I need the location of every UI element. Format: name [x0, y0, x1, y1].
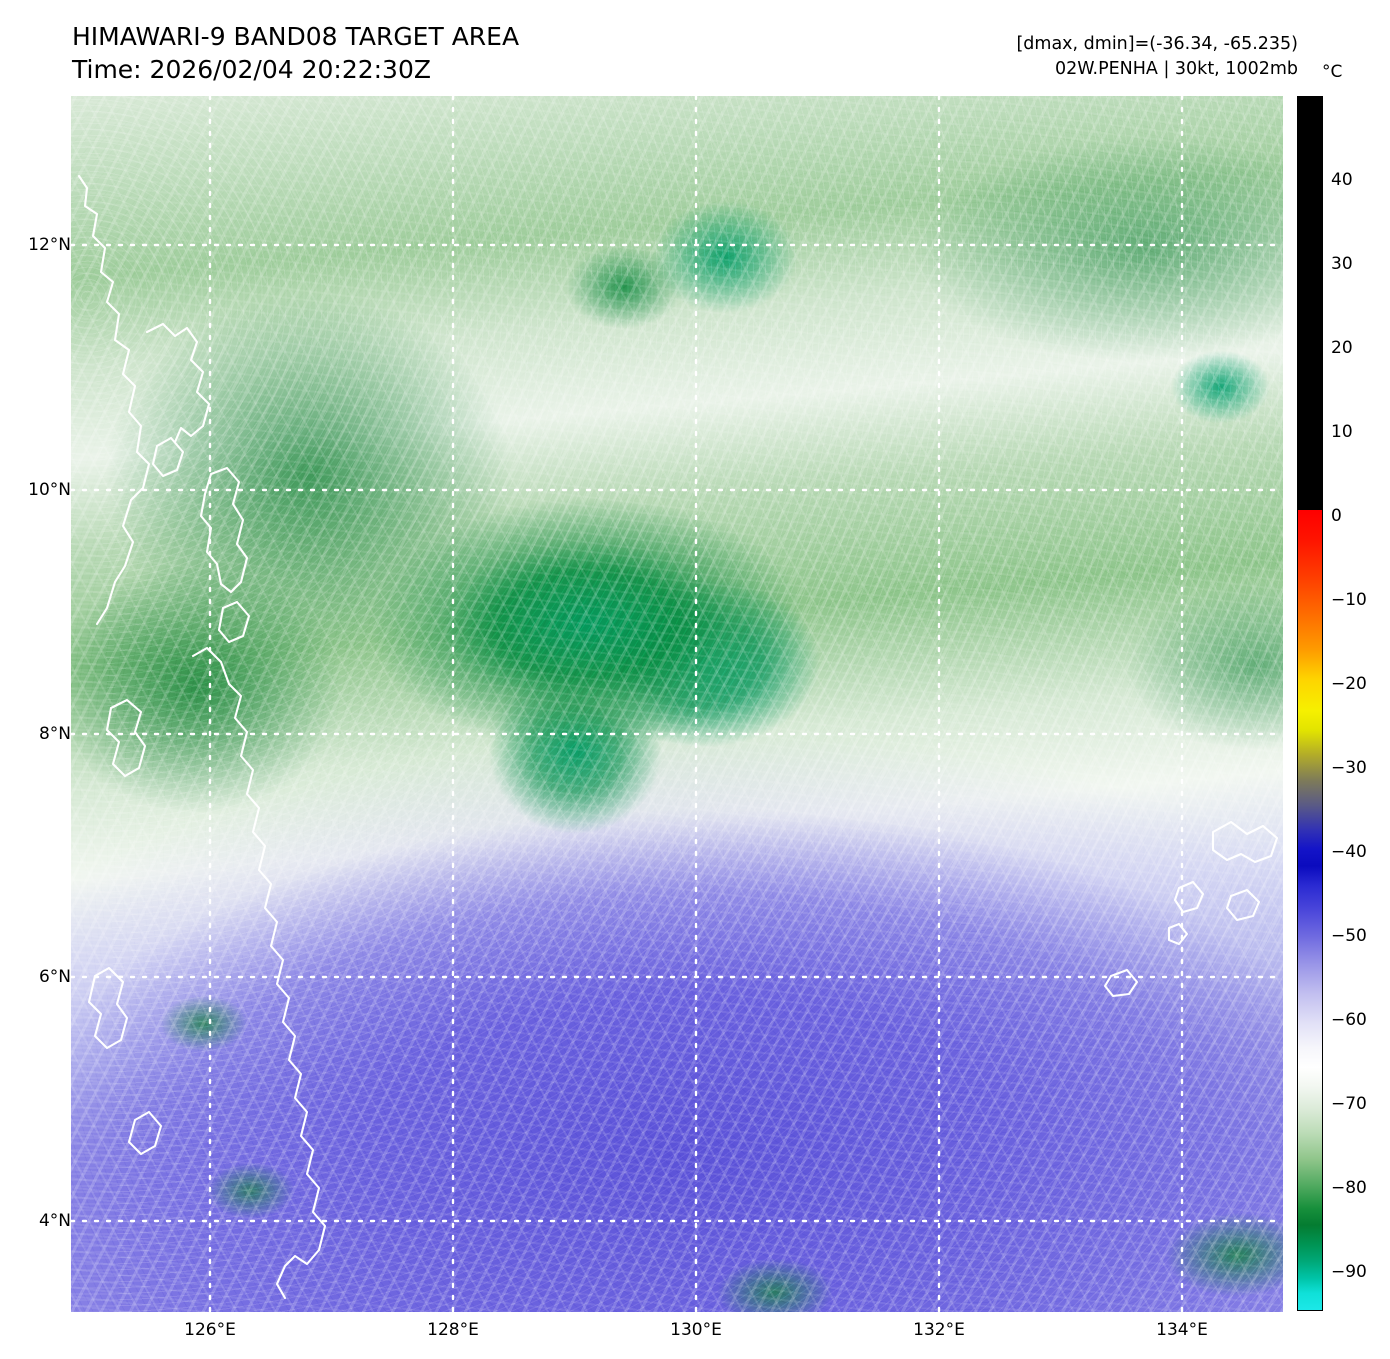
y-tick-6N: 6°N: [38, 967, 71, 987]
colorbar-gradient: [1297, 96, 1323, 1311]
x-tick-126E: 126°E: [184, 1320, 236, 1340]
page-title: HIMAWARI-9 BAND08 TARGET AREA Time: 2026/…: [72, 20, 519, 86]
colorbar-tick-0: 0: [1331, 506, 1342, 526]
colorbar-tick-m70: −70: [1331, 1094, 1367, 1114]
colorbar-tick-m50: −50: [1331, 926, 1367, 946]
y-tick-8N: 8°N: [38, 724, 71, 744]
colorbar-tick-m30: −30: [1331, 758, 1367, 778]
graticule-lines: [71, 96, 1283, 1312]
x-tick-134E: 134°E: [1156, 1320, 1208, 1340]
storm-info-label: 02W.PENHA | 30kt, 1002mb: [1054, 58, 1298, 79]
data-range-label: [dmax, dmin]=(-36.34, -65.235): [1016, 34, 1298, 54]
y-tick-4N: 4°N: [38, 1211, 71, 1231]
colorbar-unit-label: °C: [1322, 62, 1343, 82]
header-metadata: [dmax, dmin]=(-36.34, -65.235) 02W.PENHA …: [1016, 32, 1298, 82]
colorbar-tick-20: 20: [1331, 338, 1353, 358]
map-plot-area[interactable]: Copyright © 2020-2026 Dapiya: [71, 96, 1283, 1312]
colorbar-tick-40: 40: [1331, 170, 1353, 190]
colorbar-tick-m90: −90: [1331, 1262, 1367, 1282]
coastline-paths: [77, 174, 1279, 1300]
colorbar-tick-m40: −40: [1331, 842, 1367, 862]
x-tick-128E: 128°E: [427, 1320, 479, 1340]
colorbar-tick-m60: −60: [1331, 1010, 1367, 1030]
product-title: HIMAWARI-9 BAND08 TARGET AREA: [72, 22, 520, 51]
y-tick-12N: 12°N: [28, 235, 71, 255]
colorbar-tick-m20: −20: [1331, 674, 1367, 694]
x-tick-130E: 130°E: [670, 1320, 722, 1340]
y-tick-10N: 10°N: [28, 480, 71, 500]
colorbar-tick-10: 10: [1331, 422, 1353, 442]
colorbar-tick-30: 30: [1331, 254, 1353, 274]
x-tick-132E: 132°E: [913, 1320, 965, 1340]
colorbar[interactable]: 40 30 20 10 0 −10 −20 −30 −40 −50 −60 −7…: [1297, 96, 1367, 1311]
map-overlay: [71, 96, 1283, 1312]
colorbar-tick-m10: −10: [1331, 590, 1367, 610]
timestamp-label: Time: 2026/02/04 20:22:30Z: [72, 55, 431, 84]
colorbar-tick-m80: −80: [1331, 1178, 1367, 1198]
